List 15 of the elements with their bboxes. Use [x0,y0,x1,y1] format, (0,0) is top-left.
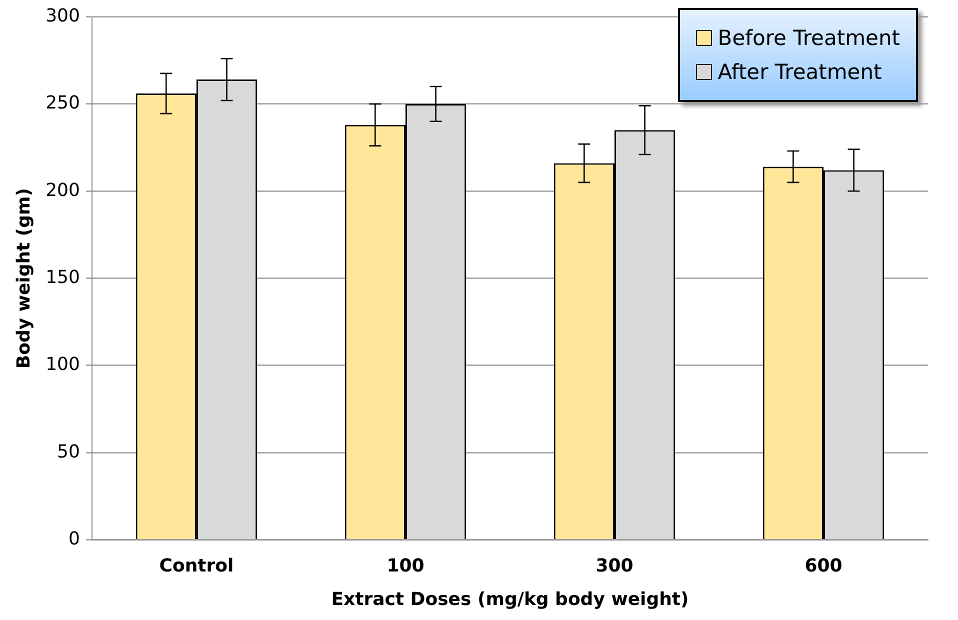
x-tick-label: 300 [596,555,634,576]
y-tick-label: 300 [46,5,80,26]
legend-label: Before Treatment [718,26,900,50]
y-tick-label: 0 [68,528,80,550]
x-tick-label: 100 [386,555,424,576]
legend-label: After Treatment [718,60,882,84]
y-axis-title: Body weight (gm) [13,188,34,369]
y-tick-label: 100 [46,354,80,376]
x-tick-label: Control [159,555,234,576]
x-axis-title: Extract Doses (mg/kg body weight) [331,588,689,610]
y-tick-label: 200 [46,180,80,201]
y-tick-label: 50 [57,441,80,462]
y-tick-label: 150 [46,266,80,288]
x-tick-label: 600 [804,555,842,576]
y-tick-label: 250 [46,92,80,114]
